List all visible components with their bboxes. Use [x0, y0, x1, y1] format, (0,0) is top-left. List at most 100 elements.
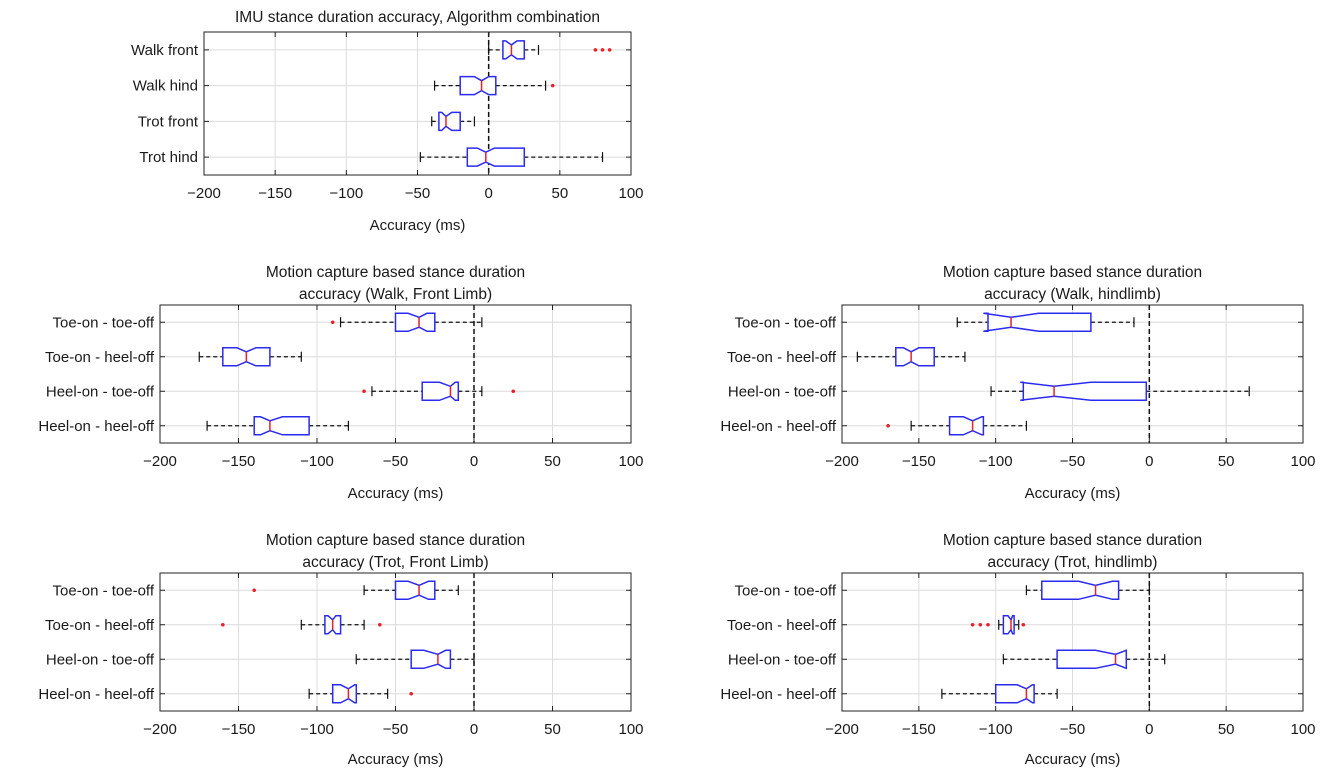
- box-2: [221, 615, 382, 635]
- notched-box: [994, 684, 1035, 704]
- x-tick-label: −200: [143, 721, 177, 738]
- x-tick-label: −200: [825, 721, 859, 738]
- x-tick-label: 50: [544, 453, 561, 470]
- x-tick-label: −50: [383, 721, 408, 738]
- x-tick-label: 100: [1290, 721, 1315, 738]
- category-label: Trot front: [138, 113, 199, 130]
- category-label: Toe-on - toe-off: [735, 314, 837, 331]
- x-axis-label: Accuracy (ms): [1025, 751, 1121, 768]
- notched-box: [459, 75, 497, 96]
- outlier-point: [978, 622, 983, 627]
- box-2: [198, 347, 302, 367]
- category-label: Toe-on - heel-off: [45, 617, 155, 634]
- notched-box: [253, 416, 310, 436]
- box-4: [206, 416, 349, 436]
- x-axis-label: Accuracy (ms): [1025, 485, 1121, 502]
- x-tick-label: −50: [405, 185, 430, 202]
- x-tick-label: 100: [1290, 453, 1315, 470]
- x-tick-label: −200: [143, 453, 177, 470]
- category-label: Heel-on - toe-off: [728, 651, 837, 668]
- x-tick-label: 50: [551, 185, 568, 202]
- notched-box: [1041, 580, 1120, 601]
- box-3: [990, 381, 1250, 402]
- outlier-point: [362, 389, 366, 394]
- chart-title: accuracy (Walk, hindlimb): [984, 286, 1161, 303]
- category-label: Heel-on - heel-off: [38, 418, 154, 435]
- x-tick-label: 0: [1145, 453, 1153, 470]
- x-tick-label: 50: [1218, 721, 1235, 738]
- outlier-point: [550, 83, 555, 88]
- x-tick-label: −150: [902, 721, 936, 738]
- boxplot-panel-4: Motion capture based stance duration accu…: [38, 532, 643, 768]
- notched-box: [895, 347, 935, 367]
- category-label: Toe-on - toe-off: [53, 582, 155, 599]
- outlier-point: [607, 48, 612, 52]
- notched-box: [1020, 381, 1148, 402]
- outlier-point: [1021, 622, 1026, 627]
- boxplot-panel-1: IMU stance duration accuracy, Algorithm …: [131, 9, 643, 234]
- box-3: [355, 649, 475, 670]
- category-label: Heel-on - toe-off: [46, 651, 155, 668]
- category-label: Toe-on - toe-off: [53, 314, 155, 331]
- boxplot-panel-2: Motion capture based stance duration accu…: [38, 264, 643, 502]
- outlier-point: [378, 622, 382, 627]
- x-tick-label: −100: [979, 721, 1013, 738]
- box-2: [970, 615, 1026, 635]
- notched-box: [394, 580, 436, 601]
- x-tick-label: 50: [1218, 453, 1235, 470]
- x-tick-label: 50: [544, 721, 561, 738]
- chart-title: IMU stance duration accuracy, Algorithm …: [235, 9, 600, 26]
- box-4: [308, 684, 414, 704]
- notched-box: [1002, 615, 1015, 635]
- x-tick-label: −100: [979, 453, 1013, 470]
- category-label: Toe-on - heel-off: [45, 349, 155, 366]
- notched-box: [438, 111, 461, 132]
- outlier-point: [330, 320, 335, 325]
- x-tick-label: 0: [470, 721, 478, 738]
- outlier-point: [593, 48, 598, 52]
- x-axis-label: Accuracy (ms): [348, 751, 444, 768]
- x-tick-label: −100: [300, 721, 334, 738]
- chart-title: accuracy (Trot, Front Limb): [302, 554, 488, 571]
- x-tick-label: −150: [258, 185, 292, 202]
- outlier-point: [970, 622, 975, 627]
- category-label: Walk front: [131, 42, 199, 59]
- boxplot-panel-5: Motion capture based stance duration accu…: [720, 532, 1315, 768]
- notched-box: [410, 649, 452, 670]
- x-tick-label: −100: [329, 185, 363, 202]
- category-label: Walk hind: [133, 78, 198, 95]
- x-tick-label: 0: [1145, 721, 1153, 738]
- category-label: Heel-on - toe-off: [46, 383, 155, 400]
- notched-box: [394, 312, 436, 333]
- box-1: [1025, 580, 1150, 601]
- box-4: [419, 147, 604, 167]
- x-tick-label: 100: [618, 721, 643, 738]
- box-4: [941, 684, 1058, 704]
- box-1: [252, 580, 459, 601]
- category-label: Heel-on - heel-off: [720, 418, 836, 435]
- notched-box: [421, 381, 460, 402]
- chart-title: accuracy (Walk, Front Limb): [299, 286, 492, 303]
- outlier-point: [409, 691, 414, 696]
- x-tick-label: 100: [618, 453, 643, 470]
- box-2: [433, 75, 555, 96]
- category-label: Heel-on - toe-off: [728, 383, 837, 400]
- category-label: Heel-on - heel-off: [720, 686, 836, 703]
- x-tick-label: −50: [1060, 721, 1085, 738]
- category-label: Trot hind: [139, 149, 198, 166]
- category-label: Toe-on - heel-off: [727, 617, 837, 634]
- category-label: Toe-on - heel-off: [727, 349, 837, 366]
- notched-box: [948, 416, 985, 436]
- boxplot-panel-3: Motion capture based stance duration accu…: [720, 264, 1315, 502]
- box-4: [886, 416, 1028, 436]
- chart-title: Motion capture based stance duration: [266, 264, 525, 281]
- x-tick-label: −100: [300, 453, 334, 470]
- notched-box: [1056, 649, 1128, 670]
- outlier-point: [511, 389, 516, 394]
- outlier-point: [886, 423, 890, 428]
- x-axis-label: Accuracy (ms): [348, 485, 444, 502]
- category-label: Heel-on - heel-off: [38, 686, 154, 703]
- outlier-point: [221, 622, 225, 627]
- notched-box: [983, 312, 1092, 333]
- chart-title: accuracy (Trot, hindlimb): [988, 554, 1158, 571]
